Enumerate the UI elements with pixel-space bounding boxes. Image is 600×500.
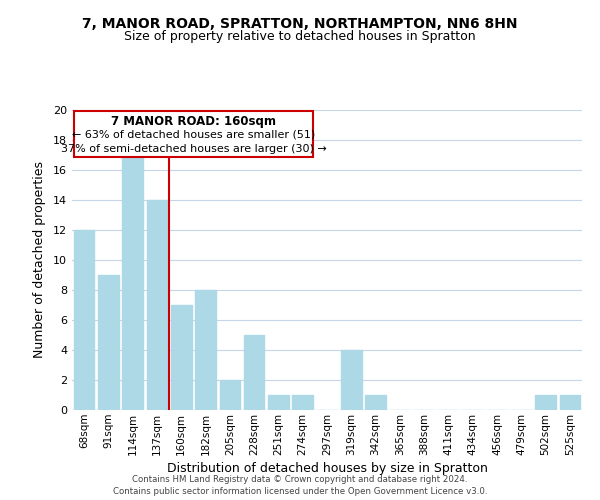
- Bar: [535, 395, 556, 410]
- Bar: [146, 200, 167, 410]
- Text: 7 MANOR ROAD: 160sqm: 7 MANOR ROAD: 160sqm: [111, 115, 276, 128]
- Bar: [244, 335, 265, 410]
- Bar: [365, 395, 386, 410]
- Bar: [74, 230, 94, 410]
- Text: ← 63% of detached houses are smaller (51): ← 63% of detached houses are smaller (51…: [72, 130, 315, 140]
- X-axis label: Distribution of detached houses by size in Spratton: Distribution of detached houses by size …: [167, 462, 487, 475]
- Text: Size of property relative to detached houses in Spratton: Size of property relative to detached ho…: [124, 30, 476, 43]
- Bar: [171, 305, 191, 410]
- Text: Contains HM Land Registry data © Crown copyright and database right 2024.: Contains HM Land Registry data © Crown c…: [132, 476, 468, 484]
- Bar: [220, 380, 240, 410]
- Bar: [98, 275, 119, 410]
- FancyBboxPatch shape: [74, 112, 313, 157]
- Text: 7, MANOR ROAD, SPRATTON, NORTHAMPTON, NN6 8HN: 7, MANOR ROAD, SPRATTON, NORTHAMPTON, NN…: [82, 18, 518, 32]
- Bar: [195, 290, 216, 410]
- Bar: [122, 155, 143, 410]
- Bar: [560, 395, 580, 410]
- Y-axis label: Number of detached properties: Number of detached properties: [33, 162, 46, 358]
- Bar: [292, 395, 313, 410]
- Bar: [341, 350, 362, 410]
- Text: Contains public sector information licensed under the Open Government Licence v3: Contains public sector information licen…: [113, 486, 487, 496]
- Text: 37% of semi-detached houses are larger (30) →: 37% of semi-detached houses are larger (…: [61, 144, 326, 154]
- Bar: [268, 395, 289, 410]
